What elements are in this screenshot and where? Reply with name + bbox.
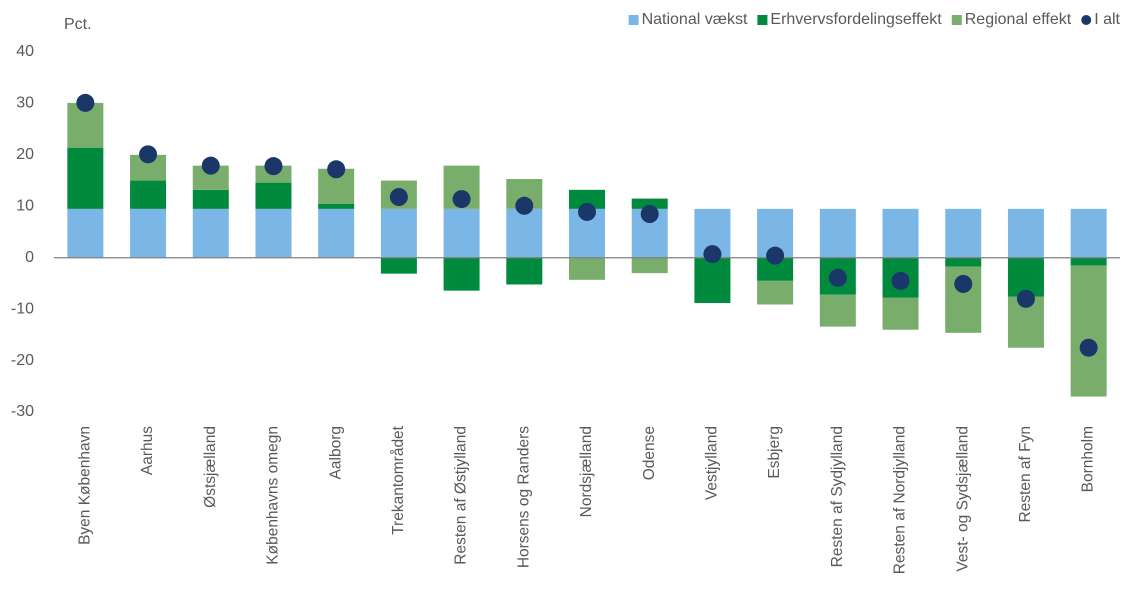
y-tick-label: 30 <box>16 95 34 112</box>
bar-segment <box>192 189 229 209</box>
bar-segment <box>380 257 417 274</box>
legend-marker <box>951 15 962 25</box>
legend-label: National vækst <box>642 11 748 28</box>
y-tick-label: 40 <box>16 43 34 60</box>
bar-segment <box>882 208 919 258</box>
total-dot <box>766 246 785 265</box>
bar-segment <box>1070 265 1107 397</box>
total-dot <box>264 157 283 176</box>
bar-segment <box>506 208 543 258</box>
bar-segment <box>819 294 856 327</box>
x-tick-label: Trekantområdet <box>390 425 407 535</box>
bar-segment <box>945 257 982 267</box>
total-dot <box>515 196 534 215</box>
x-tick-label: Horsens og Randers <box>515 426 532 568</box>
y-tick-label: 10 <box>16 198 34 215</box>
x-tick-label: Vest- og Sydsjælland <box>954 426 971 572</box>
bar-segment <box>443 208 480 258</box>
bar-segment <box>192 208 229 258</box>
bar-segment <box>1070 257 1107 266</box>
bar-segment <box>318 203 355 209</box>
legend-label: Erhvervsfordelingseffekt <box>770 11 942 28</box>
bar-segment <box>1070 208 1107 258</box>
bar-segment <box>318 208 355 258</box>
x-tick-label: Resten af Sydjylland <box>829 426 846 567</box>
bar-segment <box>1007 208 1044 258</box>
total-dot <box>1079 338 1098 357</box>
total-dot <box>703 245 722 264</box>
total-dot <box>389 188 408 207</box>
x-tick-label: Byen København <box>76 426 93 545</box>
bar-segment <box>569 257 605 280</box>
y-tick-label: -20 <box>11 352 34 369</box>
x-tick-label: Bornholm <box>1080 426 1097 492</box>
x-tick-label: Aalborg <box>327 426 344 479</box>
legend-marker <box>757 15 768 25</box>
legend-label: I alt <box>1094 11 1120 28</box>
bar-segment <box>631 198 668 209</box>
legend: National vækst Erhvervsfordelingseffekt Re… <box>628 11 1121 28</box>
x-tick-label: Aarhus <box>139 426 156 475</box>
x-tick-label: Esbjerg <box>766 426 783 479</box>
total-dot <box>327 160 346 179</box>
x-tick-label: Resten af Fyn <box>1017 426 1034 523</box>
total-dot <box>640 205 659 223</box>
total-dot <box>139 145 158 164</box>
bar-segment <box>569 189 605 209</box>
x-tick-label: Resten af Østjylland <box>453 426 470 565</box>
bar-segment <box>945 208 982 258</box>
bar-segment <box>130 208 167 258</box>
bar-segment <box>130 180 167 209</box>
total-dot <box>578 202 596 221</box>
bar-segment <box>757 280 794 305</box>
legend-label: Regional effekt <box>965 11 1072 28</box>
bar-segment <box>506 257 543 285</box>
legend-marker <box>1081 15 1092 25</box>
y-tick-label: 20 <box>16 146 34 163</box>
y-tick-label: 0 <box>25 249 34 266</box>
bar-segment <box>443 257 480 291</box>
total-dot <box>452 190 471 209</box>
y-axis-label: Pct. <box>64 16 92 33</box>
bar-segment <box>255 208 292 258</box>
bar-segment <box>882 297 919 330</box>
bar-segment <box>694 257 731 303</box>
bar-segment <box>67 208 104 258</box>
bar-segment <box>757 257 794 281</box>
total-dot <box>954 274 973 293</box>
x-tick-label: Odense <box>641 426 658 480</box>
x-tick-label: Nordsjælland <box>578 426 595 517</box>
x-tick-label: Østsjælland <box>202 426 219 508</box>
total-dot <box>201 156 220 175</box>
bar-segment <box>255 182 292 209</box>
x-tick-label: Vestjylland <box>704 426 721 500</box>
total-dot <box>76 93 95 112</box>
legend-marker <box>628 15 639 25</box>
total-dot <box>1016 289 1035 308</box>
y-tick-label: -30 <box>11 403 34 420</box>
total-dot <box>828 268 847 287</box>
bar-segment <box>67 147 104 209</box>
x-tick-label: Resten af Nordjylland <box>892 426 909 574</box>
bar-segment <box>819 208 856 258</box>
bar-segment <box>380 208 417 258</box>
total-dot <box>891 271 910 290</box>
x-tick-label: Københavns omegn <box>265 426 282 565</box>
y-tick-label: -10 <box>11 300 34 317</box>
bar-segment <box>631 257 668 274</box>
